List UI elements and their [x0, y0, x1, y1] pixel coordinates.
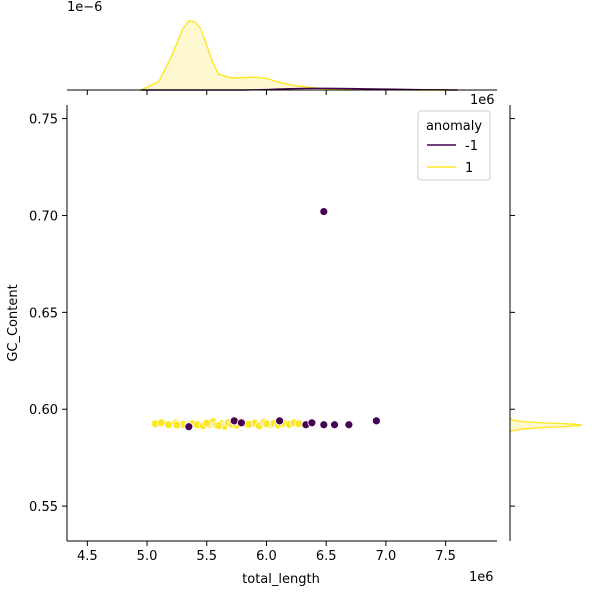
legend-label-normal: 1: [465, 161, 473, 176]
anomaly-point: [275, 416, 285, 426]
anomaly-point: [319, 207, 329, 216]
x-tick-label: 6.5: [316, 549, 337, 564]
legend-label-anomaly: -1: [465, 139, 478, 154]
y-right-offset-label: 1e6: [470, 93, 495, 108]
y-tick-label: 0.70: [29, 209, 58, 224]
anomaly-point: [307, 418, 317, 428]
x-tick-label: 7.0: [376, 549, 397, 564]
anomaly-point: [371, 416, 381, 426]
anomaly-point: [236, 418, 246, 428]
anomaly-points: [184, 207, 381, 432]
y-axis-ticks: 0.55 0.60 0.65 0.70 0.75: [29, 113, 67, 515]
anomaly-point: [319, 420, 329, 430]
y-tick-label: 0.65: [29, 306, 58, 321]
x-axis-label: total_length: [242, 572, 320, 587]
top-marginal-ticks: [86, 90, 447, 95]
x-tick-label: 6.0: [256, 549, 277, 564]
y-top-offset-label: 1e−6: [67, 0, 102, 15]
y-tick-label: 0.75: [29, 113, 58, 128]
x-tick-label: 5.0: [137, 549, 158, 564]
top-marginal-density: 1e−6: [67, 0, 497, 95]
x-tick-label: 4.5: [77, 549, 98, 564]
top-normal-density-fill: [141, 20, 458, 91]
x-tick-label: 5.5: [196, 549, 217, 564]
x-axis-ticks: 4.5 5.0 5.5 6.0 6.5 7.0 7.5: [77, 541, 456, 564]
y-tick-label: 0.55: [29, 500, 58, 515]
normal-point: [202, 418, 212, 428]
top-normal-density-line: [140, 20, 458, 91]
normal-point: [164, 420, 173, 430]
anomaly-point: [330, 420, 339, 430]
normal-point: [244, 419, 253, 429]
main-scatter-axes: 4.5 5.0 5.5 6.0 6.5 7.0 7.5 0.550.600.650.700.…: [6, 105, 497, 587]
normal-point: [262, 419, 271, 429]
normal-point: [294, 419, 304, 429]
anomaly-point: [229, 416, 239, 426]
anomaly-point: [184, 422, 194, 432]
anomaly-point: [344, 420, 354, 430]
normal-point: [214, 421, 224, 431]
legend-title: anomaly: [426, 119, 482, 134]
normal-point: [156, 418, 166, 428]
y-axis-label: GC_Content: [6, 284, 21, 361]
legend[interactable]: anomaly -1 1: [417, 110, 491, 181]
right-marginal-ticks: [510, 118, 515, 507]
right-normal-density-line: [509, 417, 583, 433]
x-offset-label: 1e6: [469, 570, 494, 585]
normal-point: [172, 420, 182, 430]
x-tick-label: 7.5: [435, 549, 456, 564]
y-tick-label: 0.60: [29, 403, 58, 418]
right-marginal-density: 1e6: [470, 93, 583, 541]
